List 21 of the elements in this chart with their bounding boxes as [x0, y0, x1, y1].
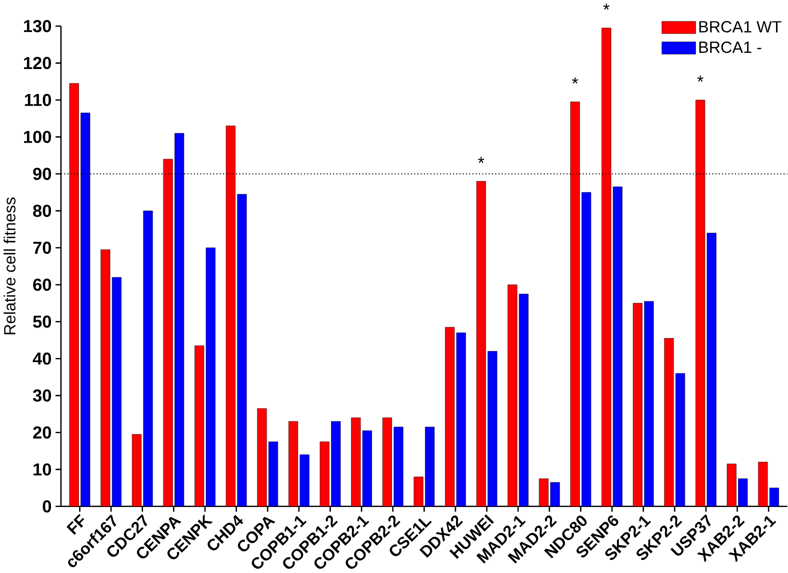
y-tick-label: 100 — [24, 130, 52, 144]
y-tick-label: 70 — [33, 242, 52, 254]
y-tick-label: 20 — [33, 426, 52, 439]
y-tick-label: 130 — [24, 20, 52, 32]
y-tick-label: 10 — [34, 463, 52, 476]
y-tick-label: 120 — [24, 56, 52, 70]
y-tick-label: 0 — [42, 500, 52, 513]
y-axis-title: Relative cell fitness — [4, 198, 16, 334]
y-tick-label: 60 — [33, 278, 52, 291]
legend-label: BRCA1 WT — [699, 21, 782, 33]
y-tick-label: 40 — [32, 352, 52, 365]
y-tick-label: 110 — [24, 94, 52, 106]
annotation: * — [697, 76, 704, 82]
y-tick-label: 90 — [33, 168, 52, 180]
annotation: * — [572, 78, 578, 84]
legend-label: BRCA1 - — [699, 42, 762, 54]
y-tick-label: 50 — [33, 316, 52, 328]
y-tick-label: 30 — [32, 389, 52, 402]
annotation: * — [603, 4, 610, 10]
y-tick-label: 80 — [33, 204, 52, 217]
annotation: * — [478, 156, 484, 164]
